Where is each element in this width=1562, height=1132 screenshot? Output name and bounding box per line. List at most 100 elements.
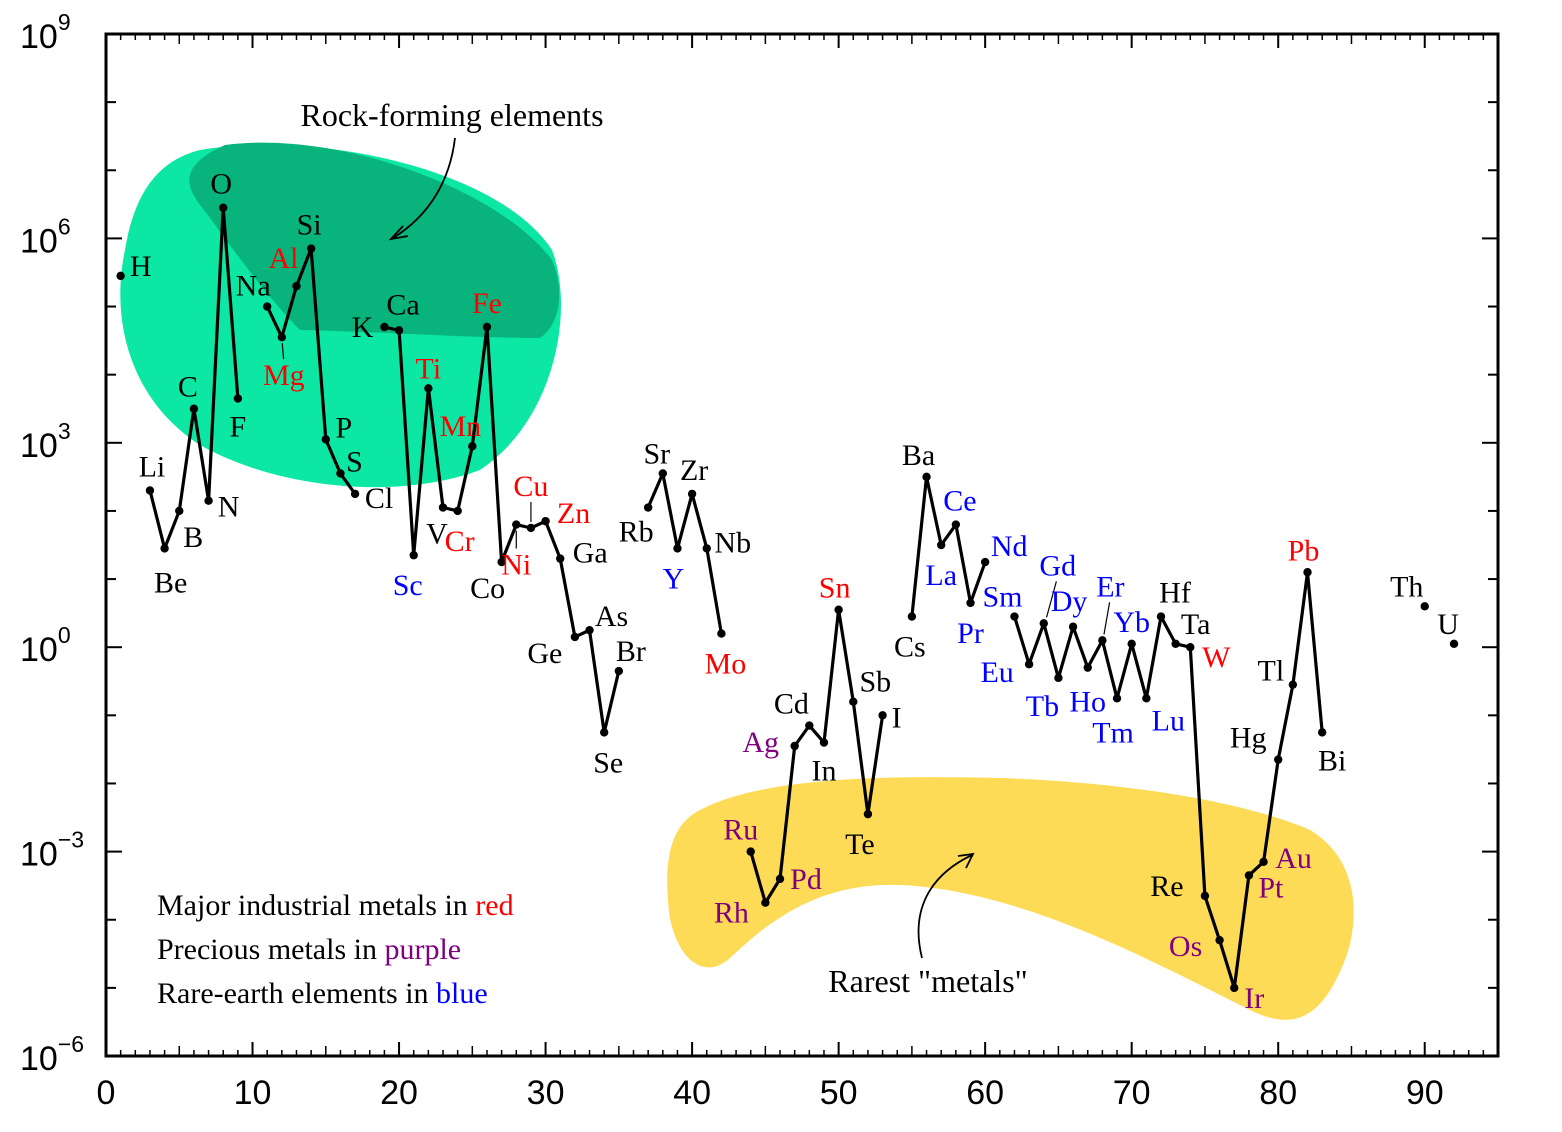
point-s	[336, 469, 345, 478]
label-tl: Tl	[1258, 655, 1285, 688]
point-ho	[1083, 663, 1092, 672]
point-sb	[849, 697, 858, 706]
y-tick-label: 109	[20, 9, 71, 56]
point-mo	[717, 629, 726, 638]
label-cd: Cd	[774, 688, 809, 721]
label-al: Al	[268, 242, 298, 275]
y-tick-label: 100	[20, 622, 71, 669]
point-re	[1200, 891, 1210, 901]
point-pd	[775, 874, 785, 884]
label-la: La	[925, 559, 957, 592]
label-gd: Gd	[1039, 549, 1076, 582]
point-v	[438, 503, 448, 512]
point-dy	[1068, 622, 1078, 631]
point-ga	[556, 554, 565, 563]
label-sn: Sn	[819, 572, 851, 605]
x-tick-label: 90	[1406, 1074, 1444, 1112]
point-fe	[482, 322, 492, 332]
rock-forming-region-dark	[189, 142, 560, 338]
label-cu: Cu	[513, 470, 548, 503]
rarest-metals-arrow	[917, 854, 973, 959]
legend-entry: Rare-earth elements in blue	[157, 977, 488, 1010]
point-co	[497, 557, 506, 567]
point-ru	[746, 847, 755, 856]
series-line	[646, 471, 723, 634]
x-tick-label: 0	[97, 1074, 116, 1112]
point-zn	[541, 516, 550, 526]
point-li	[145, 486, 155, 495]
label-si: Si	[297, 209, 322, 242]
label-s: S	[346, 445, 363, 478]
x-tick-label: 80	[1259, 1074, 1297, 1112]
label-tm: Tm	[1092, 716, 1134, 749]
label-fe: Fe	[472, 287, 502, 320]
point-sn	[834, 605, 843, 614]
label-nb: Nb	[714, 526, 751, 559]
point-c	[189, 404, 199, 413]
label-rh: Rh	[714, 897, 749, 930]
label-rb: Rb	[619, 516, 654, 549]
legend-entry: Precious metals in purple	[157, 933, 461, 966]
region-layer	[120, 142, 1354, 1020]
point-pt	[1244, 871, 1254, 880]
point-eu	[1024, 660, 1034, 669]
label-mg: Mg	[263, 359, 305, 392]
point-la	[937, 540, 946, 550]
point-hg	[1274, 755, 1283, 764]
point-se	[599, 728, 609, 737]
point-b	[175, 506, 184, 516]
point-p	[321, 435, 330, 444]
x-tick-label: 10	[234, 1074, 272, 1112]
leader-gd	[1045, 581, 1057, 618]
label-au: Au	[1275, 842, 1312, 875]
x-tick-label: 60	[966, 1074, 1004, 1112]
label-pr: Pr	[957, 617, 984, 650]
point-br	[614, 666, 624, 676]
label-th: Th	[1390, 570, 1423, 603]
point-ir	[1230, 983, 1239, 993]
label-yb: Yb	[1113, 606, 1150, 639]
label-ru: Ru	[723, 814, 758, 847]
label-i: I	[892, 701, 902, 734]
label-ag: Ag	[742, 726, 779, 759]
point-ce	[951, 520, 961, 529]
series-line	[749, 608, 885, 905]
label-er: Er	[1096, 570, 1124, 603]
point-cu	[526, 523, 536, 533]
y-tick-label: 10−6	[20, 1031, 84, 1078]
point-y	[673, 544, 682, 553]
x-tick-label: 70	[1113, 1074, 1151, 1112]
point-er	[1098, 636, 1107, 645]
point-au	[1259, 857, 1268, 867]
point-be	[160, 544, 169, 553]
label-ti: Ti	[416, 352, 442, 385]
label-li: Li	[139, 450, 166, 483]
series-line	[1012, 570, 1324, 990]
x-tick-label: 20	[380, 1074, 418, 1112]
label-c: C	[178, 371, 198, 404]
label-w: W	[1202, 641, 1231, 674]
label-n: N	[218, 491, 240, 524]
label-cl: Cl	[365, 482, 393, 515]
point-rb	[643, 503, 653, 512]
label-zr: Zr	[680, 454, 708, 487]
label-pt: Pt	[1258, 871, 1284, 904]
label-cs: Cs	[894, 631, 926, 664]
x-tick-label: 50	[820, 1074, 858, 1112]
point-te	[863, 809, 873, 819]
rock-forming-arrowhead	[388, 225, 409, 241]
point-cr	[453, 506, 462, 516]
label-hg: Hg	[1230, 722, 1267, 755]
label-h: H	[130, 250, 152, 283]
label-zn: Zn	[557, 497, 590, 530]
point-ag	[790, 741, 799, 751]
label-sm: Sm	[982, 581, 1022, 614]
point-mn	[468, 442, 477, 451]
rarest-metals-arrowhead	[957, 852, 975, 869]
label-f: F	[230, 411, 247, 444]
point-in	[819, 738, 829, 747]
label-lu: Lu	[1152, 704, 1185, 737]
point-n	[204, 496, 213, 505]
x-tick-label: 30	[527, 1074, 565, 1112]
